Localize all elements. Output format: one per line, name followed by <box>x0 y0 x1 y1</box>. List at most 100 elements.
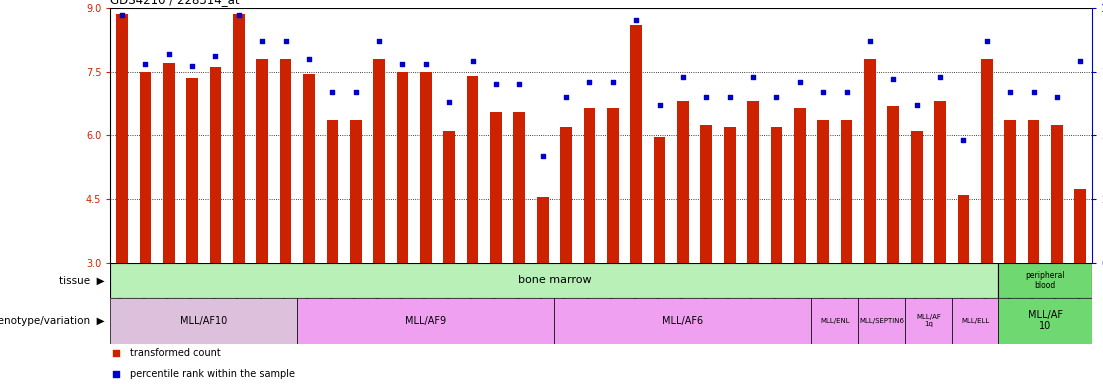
Text: MLL/AF10: MLL/AF10 <box>180 316 227 326</box>
Text: MLL/ELL: MLL/ELL <box>961 318 989 324</box>
Bar <box>812 298 858 344</box>
Text: MLL/AF
10: MLL/AF 10 <box>1028 310 1062 331</box>
Bar <box>397 71 408 263</box>
Text: GDS4210 / 228314_at: GDS4210 / 228314_at <box>110 0 240 7</box>
Bar <box>298 298 555 344</box>
Point <box>674 74 692 80</box>
Bar <box>858 298 904 344</box>
Point <box>463 58 481 65</box>
Bar <box>794 108 805 263</box>
Point <box>277 38 295 44</box>
Point <box>628 17 645 23</box>
Point <box>791 79 808 85</box>
Bar <box>537 197 548 263</box>
Bar <box>817 121 829 263</box>
Bar <box>724 127 736 263</box>
Bar <box>1028 121 1039 263</box>
Point <box>534 153 552 159</box>
Bar <box>490 112 502 263</box>
Text: genotype/variation  ▶: genotype/variation ▶ <box>0 316 105 326</box>
Text: MLL/AF
1q: MLL/AF 1q <box>915 314 941 327</box>
Bar <box>303 74 314 263</box>
Text: bone marrow: bone marrow <box>517 275 591 285</box>
Point <box>488 81 505 88</box>
Point <box>580 79 598 85</box>
Point <box>745 74 762 80</box>
Bar <box>981 59 993 263</box>
Bar <box>326 121 339 263</box>
Bar <box>467 76 479 263</box>
Bar <box>952 298 998 344</box>
Bar <box>555 298 812 344</box>
Text: percentile rank within the sample: percentile rank within the sample <box>130 369 296 379</box>
Point <box>254 38 271 44</box>
Bar <box>747 101 759 263</box>
Bar <box>607 108 619 263</box>
Bar <box>677 101 688 263</box>
Bar <box>420 71 431 263</box>
Bar <box>1005 121 1016 263</box>
Point <box>697 94 715 100</box>
Text: MLL/SEPTIN6: MLL/SEPTIN6 <box>859 318 904 324</box>
Bar <box>864 59 876 263</box>
Point <box>511 81 528 88</box>
Text: tissue  ▶: tissue ▶ <box>60 275 105 285</box>
Bar <box>840 121 853 263</box>
Bar <box>583 108 596 263</box>
Bar <box>911 131 922 263</box>
Point <box>768 94 785 100</box>
Bar <box>110 298 298 344</box>
Point <box>394 61 411 67</box>
Point <box>206 53 224 59</box>
Point <box>1002 89 1019 95</box>
Point <box>838 89 856 95</box>
Point <box>323 89 341 95</box>
Point <box>954 137 972 144</box>
Bar <box>514 112 525 263</box>
Bar <box>280 59 291 263</box>
Point <box>231 12 248 18</box>
Point <box>978 38 996 44</box>
Point <box>371 38 388 44</box>
Point <box>137 61 154 67</box>
Point <box>931 74 949 80</box>
Point <box>861 38 879 44</box>
Bar <box>888 106 899 263</box>
Text: MLL/AF6: MLL/AF6 <box>663 316 704 326</box>
Bar <box>630 25 642 263</box>
Point <box>440 99 458 105</box>
Bar <box>443 131 456 263</box>
Bar <box>116 14 128 263</box>
Point <box>1071 58 1089 65</box>
Bar <box>771 127 782 263</box>
Point <box>1048 94 1065 100</box>
Bar <box>1074 189 1086 263</box>
Point <box>346 89 364 95</box>
Bar <box>163 63 174 263</box>
Point <box>557 94 575 100</box>
Bar <box>373 59 385 263</box>
Bar <box>233 14 245 263</box>
Point <box>417 61 435 67</box>
Bar <box>1051 125 1063 263</box>
Bar <box>186 78 197 263</box>
Point <box>651 102 668 108</box>
Point <box>160 51 178 57</box>
Text: MLL/ENL: MLL/ENL <box>820 318 849 324</box>
Point <box>814 89 832 95</box>
Point <box>604 79 622 85</box>
Bar <box>654 137 665 263</box>
Point <box>885 76 902 82</box>
Bar <box>957 195 970 263</box>
Bar <box>210 67 222 263</box>
Point <box>114 12 131 18</box>
Bar <box>350 121 362 263</box>
Bar <box>139 71 151 263</box>
Point <box>183 63 201 70</box>
Bar <box>904 298 952 344</box>
Bar <box>700 125 713 263</box>
Text: peripheral
blood: peripheral blood <box>1026 271 1065 290</box>
Point <box>721 94 739 100</box>
Bar <box>998 298 1092 344</box>
Text: MLL/AF9: MLL/AF9 <box>405 316 447 326</box>
